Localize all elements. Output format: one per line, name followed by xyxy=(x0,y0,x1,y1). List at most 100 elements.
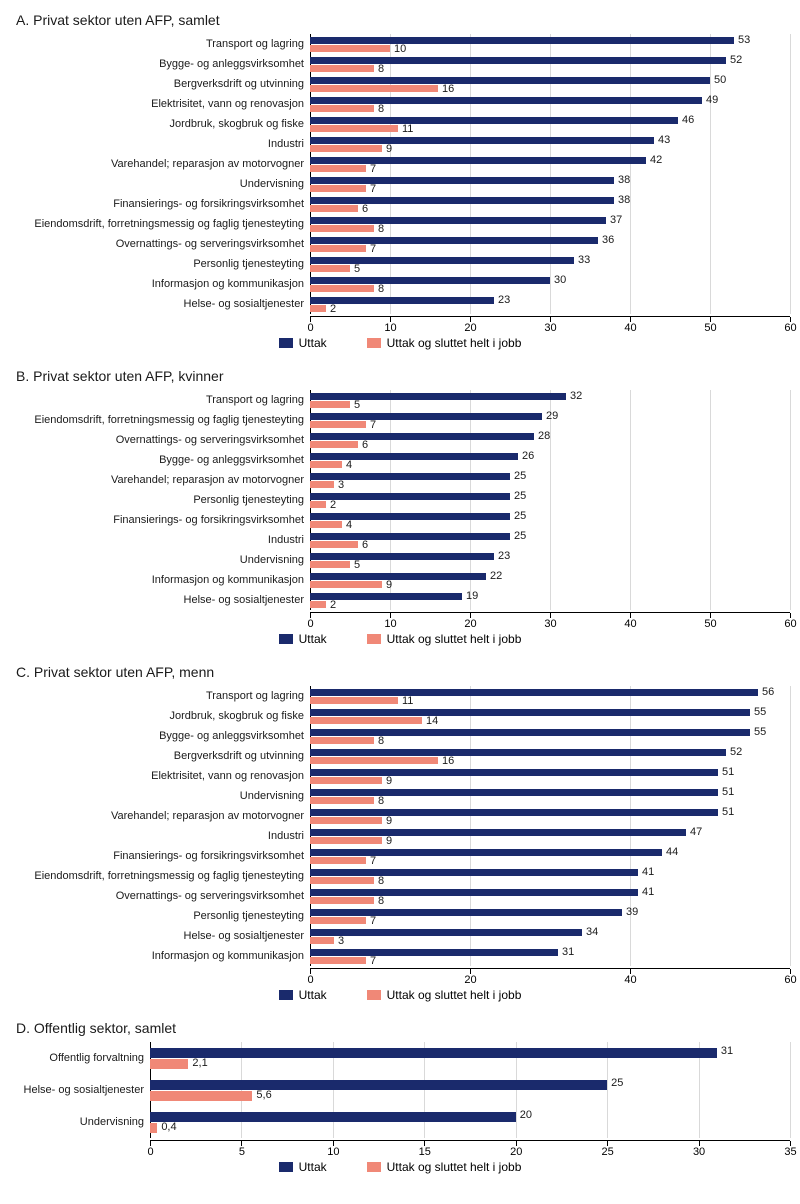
bars: 252 xyxy=(310,490,790,510)
bar-primary xyxy=(310,257,574,264)
bar-secondary xyxy=(310,205,358,212)
bars: 317 xyxy=(310,946,790,966)
bar-secondary xyxy=(310,481,334,488)
chart-row: Transport og lagring5611 xyxy=(10,686,790,706)
bar-secondary xyxy=(310,125,398,132)
chart-row: Eiendomsdrift, forretningsmessig og fagl… xyxy=(10,410,790,430)
value-primary: 47 xyxy=(690,827,702,837)
tick: 30 xyxy=(550,317,551,322)
legend-label-secondary: Uttak og sluttet helt i jobb xyxy=(387,336,522,350)
chart-row: Bergverksdrift og utvinning5016 xyxy=(10,74,790,94)
value-primary: 25 xyxy=(514,491,526,501)
value-primary: 56 xyxy=(762,687,774,697)
chart-row: Personlig tjenesteyting335 xyxy=(10,254,790,274)
bar-secondary xyxy=(310,737,374,744)
bars: 439 xyxy=(310,134,790,154)
value-primary: 53 xyxy=(738,35,750,45)
category-label: Undervisning xyxy=(10,554,310,566)
bar-primary xyxy=(150,1080,607,1090)
value-primary: 41 xyxy=(642,867,654,877)
bar-primary xyxy=(310,297,494,304)
bar-primary xyxy=(310,77,710,84)
tick: 5 xyxy=(241,1141,242,1146)
bars: 297 xyxy=(310,410,790,430)
value-primary: 55 xyxy=(754,707,766,717)
chart-row: Informasjon og kommunikasjon317 xyxy=(10,946,790,966)
bar-primary xyxy=(310,493,510,500)
bars: 397 xyxy=(310,906,790,926)
bar-primary xyxy=(310,277,550,284)
swatch-icon xyxy=(367,990,381,1000)
chart-row: Informasjon og kommunikasjon229 xyxy=(10,570,790,590)
category-label: Finansierings- og forsikringsvirksomhet xyxy=(10,850,310,862)
bar-secondary xyxy=(310,45,390,52)
bars: 378 xyxy=(310,214,790,234)
chart-row: Bygge- og anleggsvirksomhet528 xyxy=(10,54,790,74)
bars: 232 xyxy=(310,294,790,314)
category-label: Undervisning xyxy=(10,1116,150,1128)
tick: 40 xyxy=(630,317,631,322)
chart-row: Helse- og sosialtjenester232 xyxy=(10,294,790,314)
tick: 0 xyxy=(150,1141,151,1146)
category-label: Bygge- og anleggsvirksomhet xyxy=(10,730,310,742)
legend-item-secondary: Uttak og sluttet helt i jobb xyxy=(367,632,522,646)
bar-secondary xyxy=(150,1091,252,1101)
value-secondary: 16 xyxy=(442,756,454,766)
value-secondary: 6 xyxy=(362,540,368,550)
category-label: Overnattings- og serveringsvirksomhet xyxy=(10,238,310,250)
bar-secondary xyxy=(310,305,326,312)
bars: 528 xyxy=(310,54,790,74)
bar-secondary xyxy=(310,797,374,804)
value-secondary: 9 xyxy=(386,144,392,154)
value-secondary: 9 xyxy=(386,580,392,590)
legend-label-primary: Uttak xyxy=(299,336,327,350)
bars: 312,1 xyxy=(150,1042,790,1074)
value-secondary: 8 xyxy=(378,876,384,886)
bars: 5310 xyxy=(310,34,790,54)
bars: 5611 xyxy=(310,686,790,706)
chart-row: Helse- og sosialtjenester255,6 xyxy=(10,1074,790,1106)
category-label: Varehandel; reparasjon av motorvogner xyxy=(10,474,310,486)
category-label: Eiendomsdrift, forretningsmessig og fagl… xyxy=(10,218,310,230)
value-secondary: 8 xyxy=(378,104,384,114)
chart-row: Transport og lagring5310 xyxy=(10,34,790,54)
value-primary: 34 xyxy=(586,927,598,937)
category-label: Personlig tjenesteyting xyxy=(10,910,310,922)
bars: 308 xyxy=(310,274,790,294)
bars: 367 xyxy=(310,234,790,254)
tick: 30 xyxy=(699,1141,700,1146)
bar-primary xyxy=(310,157,646,164)
bar-secondary xyxy=(310,957,366,964)
tick: 0 xyxy=(310,613,311,618)
x-axis: 05101520253035 xyxy=(150,1140,790,1158)
value-primary: 50 xyxy=(714,75,726,85)
category-label: Transport og lagring xyxy=(10,38,310,50)
value-primary: 31 xyxy=(721,1046,733,1056)
bar-primary xyxy=(310,413,542,420)
value-primary: 52 xyxy=(730,747,742,757)
category-label: Helse- og sosialtjenester xyxy=(10,298,310,310)
chart-row: Industri256 xyxy=(10,530,790,550)
category-label: Helse- og sosialtjenester xyxy=(10,594,310,606)
bars: 387 xyxy=(310,174,790,194)
chart-row: Informasjon og kommunikasjon308 xyxy=(10,274,790,294)
value-primary: 25 xyxy=(514,511,526,521)
bar-secondary xyxy=(310,245,366,252)
category-label: Informasjon og kommunikasjon xyxy=(10,574,310,586)
value-secondary: 8 xyxy=(378,736,384,746)
value-primary: 51 xyxy=(722,787,734,797)
bar-secondary xyxy=(150,1059,188,1069)
value-primary: 33 xyxy=(578,255,590,265)
tick: 60 xyxy=(790,613,791,618)
category-label: Finansierings- og forsikringsvirksomhet xyxy=(10,198,310,210)
value-secondary: 6 xyxy=(362,204,368,214)
bars: 50 16 xyxy=(310,74,790,94)
chart-row: Finansierings- og forsikringsvirksomhet3… xyxy=(10,194,790,214)
value-secondary: 11 xyxy=(402,124,413,134)
panel-title: A. Privat sektor uten AFP, samlet xyxy=(16,12,790,28)
tick: 60 xyxy=(790,317,791,322)
bar-secondary xyxy=(310,561,350,568)
bar-primary xyxy=(310,573,486,580)
value-secondary: 8 xyxy=(378,896,384,906)
value-secondary: 16 xyxy=(442,84,454,94)
